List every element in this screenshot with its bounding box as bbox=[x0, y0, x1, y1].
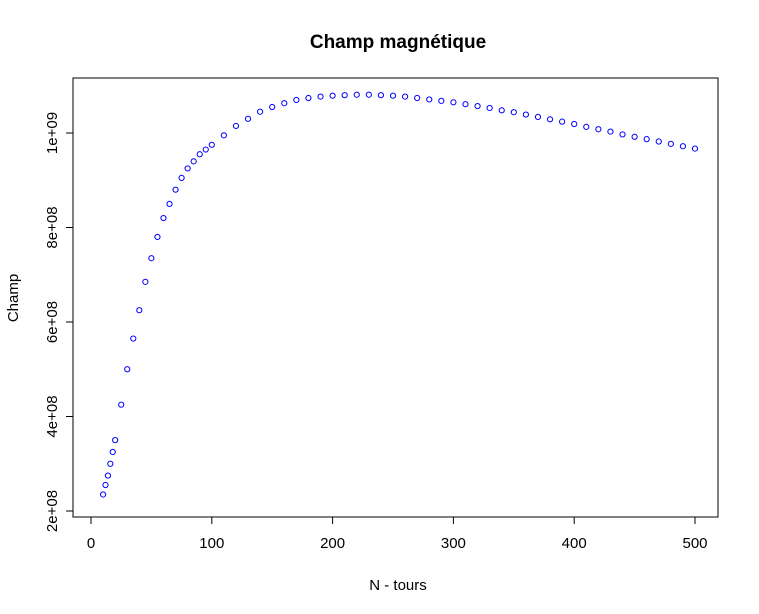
data-point bbox=[99, 491, 107, 498]
x-tick-label: 200 bbox=[320, 535, 345, 552]
x-tick-label: 100 bbox=[199, 535, 224, 552]
data-point bbox=[293, 96, 300, 104]
data-point bbox=[154, 233, 161, 241]
data-point bbox=[522, 111, 529, 118]
data-point bbox=[571, 120, 578, 128]
data-point bbox=[667, 140, 674, 147]
x-tick-label: 400 bbox=[562, 535, 587, 552]
data-point bbox=[559, 118, 566, 125]
data-point bbox=[148, 255, 155, 262]
x-tick-label: 300 bbox=[441, 535, 466, 552]
data-point bbox=[691, 145, 699, 152]
data-point bbox=[142, 278, 149, 285]
x-axis: 0 100 200 300 400 500 bbox=[87, 516, 708, 552]
data-point bbox=[365, 91, 372, 98]
data-point bbox=[595, 126, 602, 133]
data-point bbox=[474, 102, 481, 110]
x-tick-label: 0 bbox=[87, 535, 95, 552]
data-point bbox=[377, 92, 385, 99]
data-point bbox=[184, 165, 191, 172]
y-tick-label: 8e+08 bbox=[44, 206, 61, 248]
data-point bbox=[679, 143, 687, 150]
data-point bbox=[498, 107, 505, 114]
data-point bbox=[269, 103, 276, 111]
data-point bbox=[329, 92, 336, 99]
data-point bbox=[450, 99, 457, 106]
data-point bbox=[160, 214, 167, 222]
data-point bbox=[109, 448, 116, 456]
data-point bbox=[607, 128, 614, 135]
data-point bbox=[426, 96, 433, 103]
data-point bbox=[655, 138, 662, 145]
data-point bbox=[281, 100, 288, 107]
data-point bbox=[196, 151, 203, 158]
data-point bbox=[438, 97, 445, 104]
data-point bbox=[190, 158, 197, 165]
y-tick-label: 6e+08 bbox=[44, 301, 61, 343]
x-axis-label: N - tours bbox=[369, 577, 427, 594]
plot-area-frame bbox=[72, 77, 719, 518]
data-point bbox=[317, 93, 324, 100]
data-point bbox=[118, 401, 125, 408]
data-point bbox=[546, 116, 554, 123]
data-point bbox=[208, 141, 215, 148]
data-point bbox=[631, 133, 638, 140]
y-tick-label: 4e+08 bbox=[44, 395, 61, 437]
data-point bbox=[178, 174, 185, 181]
data-point bbox=[220, 132, 227, 139]
data-point bbox=[583, 123, 590, 130]
data-point bbox=[244, 115, 252, 122]
data-point bbox=[166, 200, 173, 207]
data-point bbox=[305, 94, 312, 102]
y-axis: 2e+08 4e+08 6e+08 8e+08 1e+09 bbox=[44, 112, 74, 532]
data-point bbox=[414, 94, 421, 102]
data-point bbox=[401, 93, 409, 100]
x-tick-label: 500 bbox=[682, 535, 707, 552]
data-point bbox=[124, 366, 131, 373]
y-tick-label: 1e+09 bbox=[44, 112, 61, 154]
data-point bbox=[486, 104, 493, 112]
data-point bbox=[534, 113, 542, 121]
data-point bbox=[462, 101, 469, 108]
data-point bbox=[130, 335, 137, 342]
data-point bbox=[389, 92, 397, 99]
data-point bbox=[172, 186, 179, 193]
data-point bbox=[102, 481, 109, 489]
data-point bbox=[136, 307, 143, 314]
data-point bbox=[353, 91, 360, 98]
data-point bbox=[341, 92, 348, 99]
chart-title: Champ magnétique bbox=[310, 32, 486, 53]
y-axis-label: Champ bbox=[5, 274, 22, 322]
data-point bbox=[107, 460, 114, 467]
data-point bbox=[643, 136, 650, 143]
data-point bbox=[104, 472, 112, 479]
data-point bbox=[619, 131, 626, 138]
data-point bbox=[112, 437, 119, 444]
data-point bbox=[257, 108, 264, 115]
data-point bbox=[202, 146, 209, 153]
data-points bbox=[99, 91, 699, 498]
data-point bbox=[510, 109, 517, 116]
data-point bbox=[232, 122, 240, 130]
y-tick-label: 2e+08 bbox=[44, 490, 61, 532]
